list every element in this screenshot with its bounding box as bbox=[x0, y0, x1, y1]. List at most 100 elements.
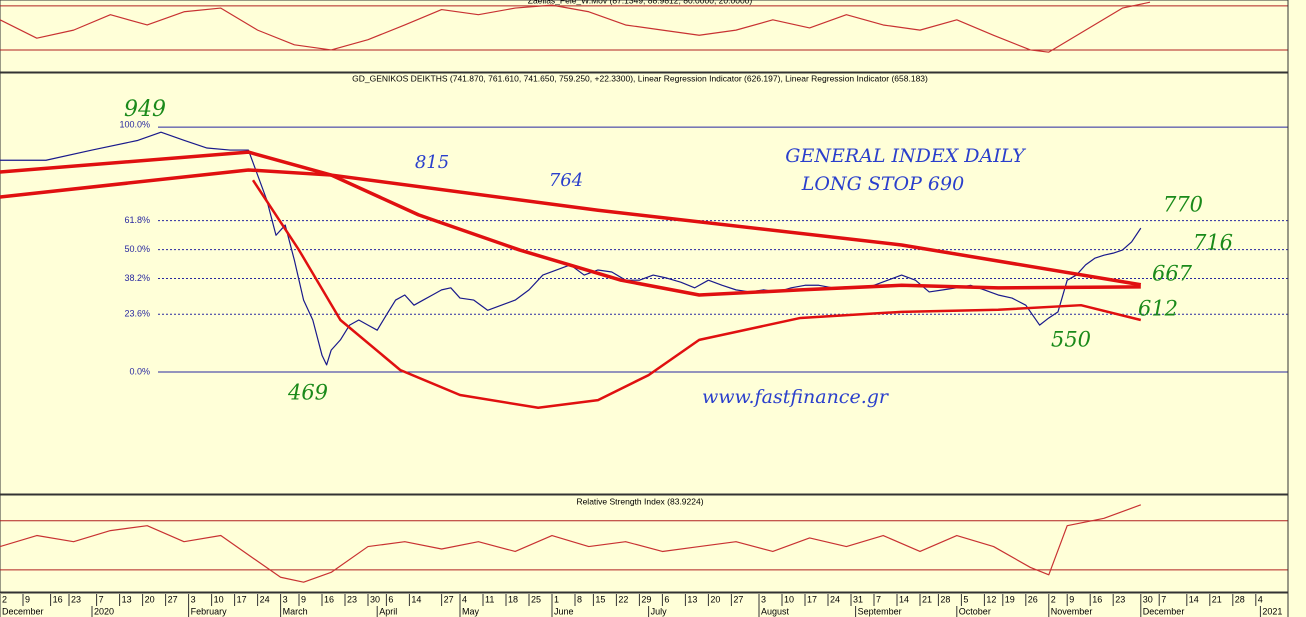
level-label: 100.0% bbox=[119, 119, 150, 129]
annotation: 469 bbox=[287, 381, 328, 405]
x-tick-label: 20 bbox=[145, 594, 155, 604]
x-tick-label: 7 bbox=[99, 594, 104, 604]
month-label: May bbox=[462, 606, 480, 616]
x-tick-label: 2 bbox=[2, 594, 7, 604]
month-label: August bbox=[761, 606, 790, 616]
annotation: www.fastfinance.gr bbox=[702, 386, 890, 408]
series-line bbox=[0, 150, 1141, 297]
x-tick-label: 4 bbox=[462, 594, 467, 604]
annotation: 770 bbox=[1163, 193, 1203, 217]
x-tick-label: 23 bbox=[71, 594, 81, 604]
x-tick-label: 15 bbox=[595, 594, 605, 604]
x-tick-label: 17 bbox=[237, 594, 247, 604]
x-tick-label: 28 bbox=[940, 594, 950, 604]
x-tick-label: 9 bbox=[1069, 594, 1074, 604]
level-label: 38.2% bbox=[124, 273, 150, 283]
x-tick-label: 9 bbox=[25, 594, 30, 604]
x-tick-label: 24 bbox=[830, 594, 840, 604]
annotation: LONG STOP 690 bbox=[801, 173, 964, 195]
month-label: February bbox=[191, 606, 228, 616]
x-tick-label: 16 bbox=[324, 594, 334, 604]
x-tick-label: 10 bbox=[784, 594, 794, 604]
x-tick-label: 14 bbox=[411, 594, 421, 604]
annotation: 764 bbox=[549, 170, 583, 191]
x-tick-label: 25 bbox=[531, 594, 541, 604]
x-tick-label: 8 bbox=[577, 594, 582, 604]
x-tick-label: 7 bbox=[876, 594, 881, 604]
x-tick-label: 10 bbox=[214, 594, 224, 604]
x-tick-label: 21 bbox=[1212, 594, 1222, 604]
x-tick-label: 27 bbox=[168, 594, 178, 604]
series-line bbox=[0, 1, 1151, 53]
x-tick-label: 23 bbox=[347, 594, 357, 604]
month-label: September bbox=[858, 606, 902, 616]
x-tick-label: 30 bbox=[1143, 594, 1153, 604]
x-tick-label: 16 bbox=[53, 594, 63, 604]
x-tick-label: 6 bbox=[664, 594, 669, 604]
month-label: July bbox=[651, 606, 668, 616]
x-tick-label: 16 bbox=[1092, 594, 1102, 604]
annotation: 667 bbox=[1152, 262, 1193, 286]
annotation: 612 bbox=[1138, 297, 1178, 321]
x-tick-label: 14 bbox=[899, 594, 909, 604]
x-tick-label: 5 bbox=[963, 594, 968, 604]
x-tick-label: 11 bbox=[485, 594, 494, 604]
x-tick-label: 3 bbox=[283, 594, 288, 604]
x-tick-label: 27 bbox=[444, 594, 454, 604]
x-tick-label: 13 bbox=[687, 594, 697, 604]
month-label: December bbox=[2, 606, 44, 616]
series-line bbox=[0, 168, 1142, 287]
series-line bbox=[251, 179, 1142, 410]
annotation: 550 bbox=[1051, 328, 1091, 352]
annotation: 716 bbox=[1193, 231, 1233, 255]
x-tick-label: 24 bbox=[260, 594, 270, 604]
month-label: March bbox=[283, 606, 308, 616]
month-label: April bbox=[379, 606, 397, 616]
x-tick-label: 21 bbox=[922, 594, 932, 604]
level-label: 50.0% bbox=[124, 244, 150, 254]
x-tick-label: 23 bbox=[1115, 594, 1125, 604]
x-tick-label: 7 bbox=[1161, 594, 1166, 604]
annotation: GENERAL INDEX DAILY bbox=[785, 145, 1027, 167]
panel-title: Relative Strength Index (83.9224) bbox=[576, 496, 703, 506]
month-label: November bbox=[1051, 606, 1093, 616]
x-tick-label: 14 bbox=[1189, 594, 1199, 604]
x-tick-label: 12 bbox=[986, 594, 996, 604]
x-tick-label: 29 bbox=[641, 594, 651, 604]
annotation: 815 bbox=[415, 152, 449, 173]
x-tick-label: 20 bbox=[710, 594, 720, 604]
x-tick-label: 2 bbox=[1051, 594, 1056, 604]
annotation: 949 bbox=[124, 97, 166, 122]
month-label: October bbox=[959, 606, 991, 616]
x-tick-label: 13 bbox=[122, 594, 132, 604]
x-tick-label: 3 bbox=[191, 594, 196, 604]
month-label: December bbox=[1143, 606, 1185, 616]
x-tick-label: 17 bbox=[807, 594, 817, 604]
series-line bbox=[0, 504, 1142, 583]
month-label: 2020 bbox=[94, 606, 114, 616]
x-tick-label: 28 bbox=[1235, 594, 1245, 604]
x-tick-label: 26 bbox=[1028, 594, 1038, 604]
x-tick-label: 4 bbox=[1258, 594, 1263, 604]
level-label: 0.0% bbox=[129, 366, 150, 376]
level-label: 23.6% bbox=[124, 309, 150, 319]
x-tick-label: 30 bbox=[370, 594, 380, 604]
x-tick-label: 22 bbox=[618, 594, 628, 604]
x-tick-label: 9 bbox=[301, 594, 306, 604]
panel-title: Zaelias_Fele_W.Mov (87.1349, 88.9812, 80… bbox=[528, 0, 753, 5]
x-tick-label: 19 bbox=[1005, 594, 1015, 604]
x-tick-label: 31 bbox=[853, 594, 863, 604]
month-label: 2021 bbox=[1262, 606, 1282, 616]
x-tick-label: 1 bbox=[554, 594, 559, 604]
level-label: 61.8% bbox=[124, 215, 150, 225]
x-tick-label: 18 bbox=[508, 594, 518, 604]
x-tick-label: 3 bbox=[761, 594, 766, 604]
series-line bbox=[0, 131, 1142, 366]
x-tick-label: 6 bbox=[388, 594, 393, 604]
x-tick-label: 27 bbox=[733, 594, 743, 604]
month-label: June bbox=[554, 606, 574, 616]
panel-title: GD_GENIKOS DEIKTHS (741.870, 761.610, 74… bbox=[352, 73, 928, 83]
